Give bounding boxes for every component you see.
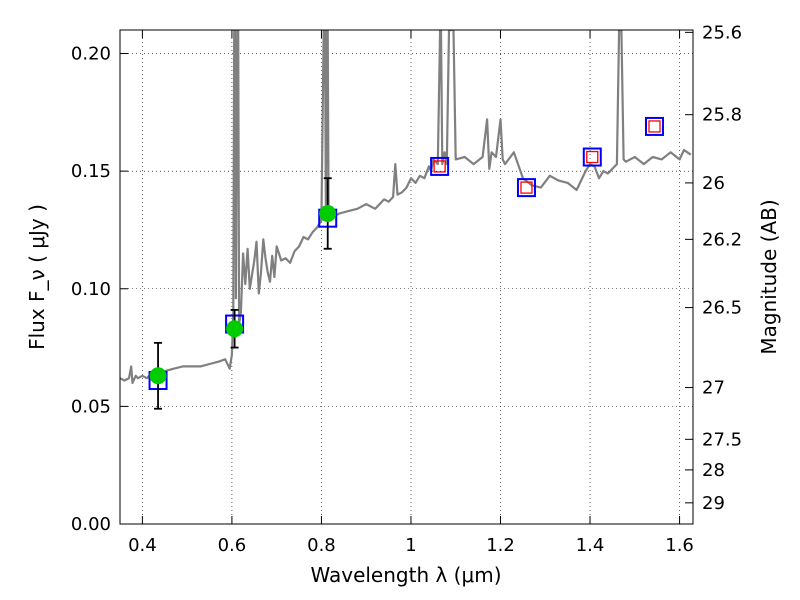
model-inner-marker xyxy=(520,181,533,194)
model-box-marker xyxy=(430,156,450,176)
x-tick-label: 0.6 xyxy=(218,535,247,556)
right-tick-label: 26.5 xyxy=(702,298,742,319)
axis-ticks: 0.4 0.6 0.8 1 1.2 1.4 1.6 0.00 0.05 0.10 0.15 0.20 2… xyxy=(71,22,742,556)
model-inner-marker xyxy=(648,120,661,133)
observed-point xyxy=(149,367,167,385)
right-tick-label: 26 xyxy=(702,173,725,194)
right-tick-label: 25.6 xyxy=(702,22,742,43)
x-tick-label: 1 xyxy=(405,535,416,556)
x-tick-label: 1.6 xyxy=(665,535,694,556)
model-inner-marker xyxy=(433,160,446,173)
y-tick-label: 0.00 xyxy=(71,514,111,535)
model-box-marker xyxy=(582,147,602,167)
x-tick-label: 1.2 xyxy=(486,535,515,556)
right-tick-label: 25.8 xyxy=(702,105,742,126)
x-tick-label: 0.4 xyxy=(128,535,157,556)
x-axis-title: Wavelength λ (μm) xyxy=(310,563,501,587)
model-box-marker xyxy=(516,178,536,198)
y-tick-label: 0.05 xyxy=(71,396,111,417)
right-axis-title: Magnitude (AB) xyxy=(757,199,781,354)
data-markers xyxy=(148,116,665,410)
model-box-marker xyxy=(645,116,665,136)
plot-background xyxy=(120,30,693,524)
plot-frame xyxy=(119,29,694,525)
model-inner-marker xyxy=(586,150,599,164)
observed-point xyxy=(226,320,244,338)
x-tick-label: 0.8 xyxy=(307,535,336,556)
y-tick-label: 0.20 xyxy=(71,44,111,65)
right-tick-label: 27.5 xyxy=(702,429,742,450)
y-tick-label: 0.10 xyxy=(71,279,111,300)
right-tick-label: 26.2 xyxy=(702,229,742,250)
observed-point xyxy=(319,204,337,222)
right-tick-label: 28 xyxy=(702,460,725,481)
right-tick-label: 29 xyxy=(702,493,725,514)
y-tick-label: 0.15 xyxy=(71,161,111,182)
right-tick-label: 27 xyxy=(702,378,725,399)
x-tick-label: 1.4 xyxy=(576,535,605,556)
y-axis-title: Flux F_ν ( μJy ) xyxy=(25,204,49,350)
